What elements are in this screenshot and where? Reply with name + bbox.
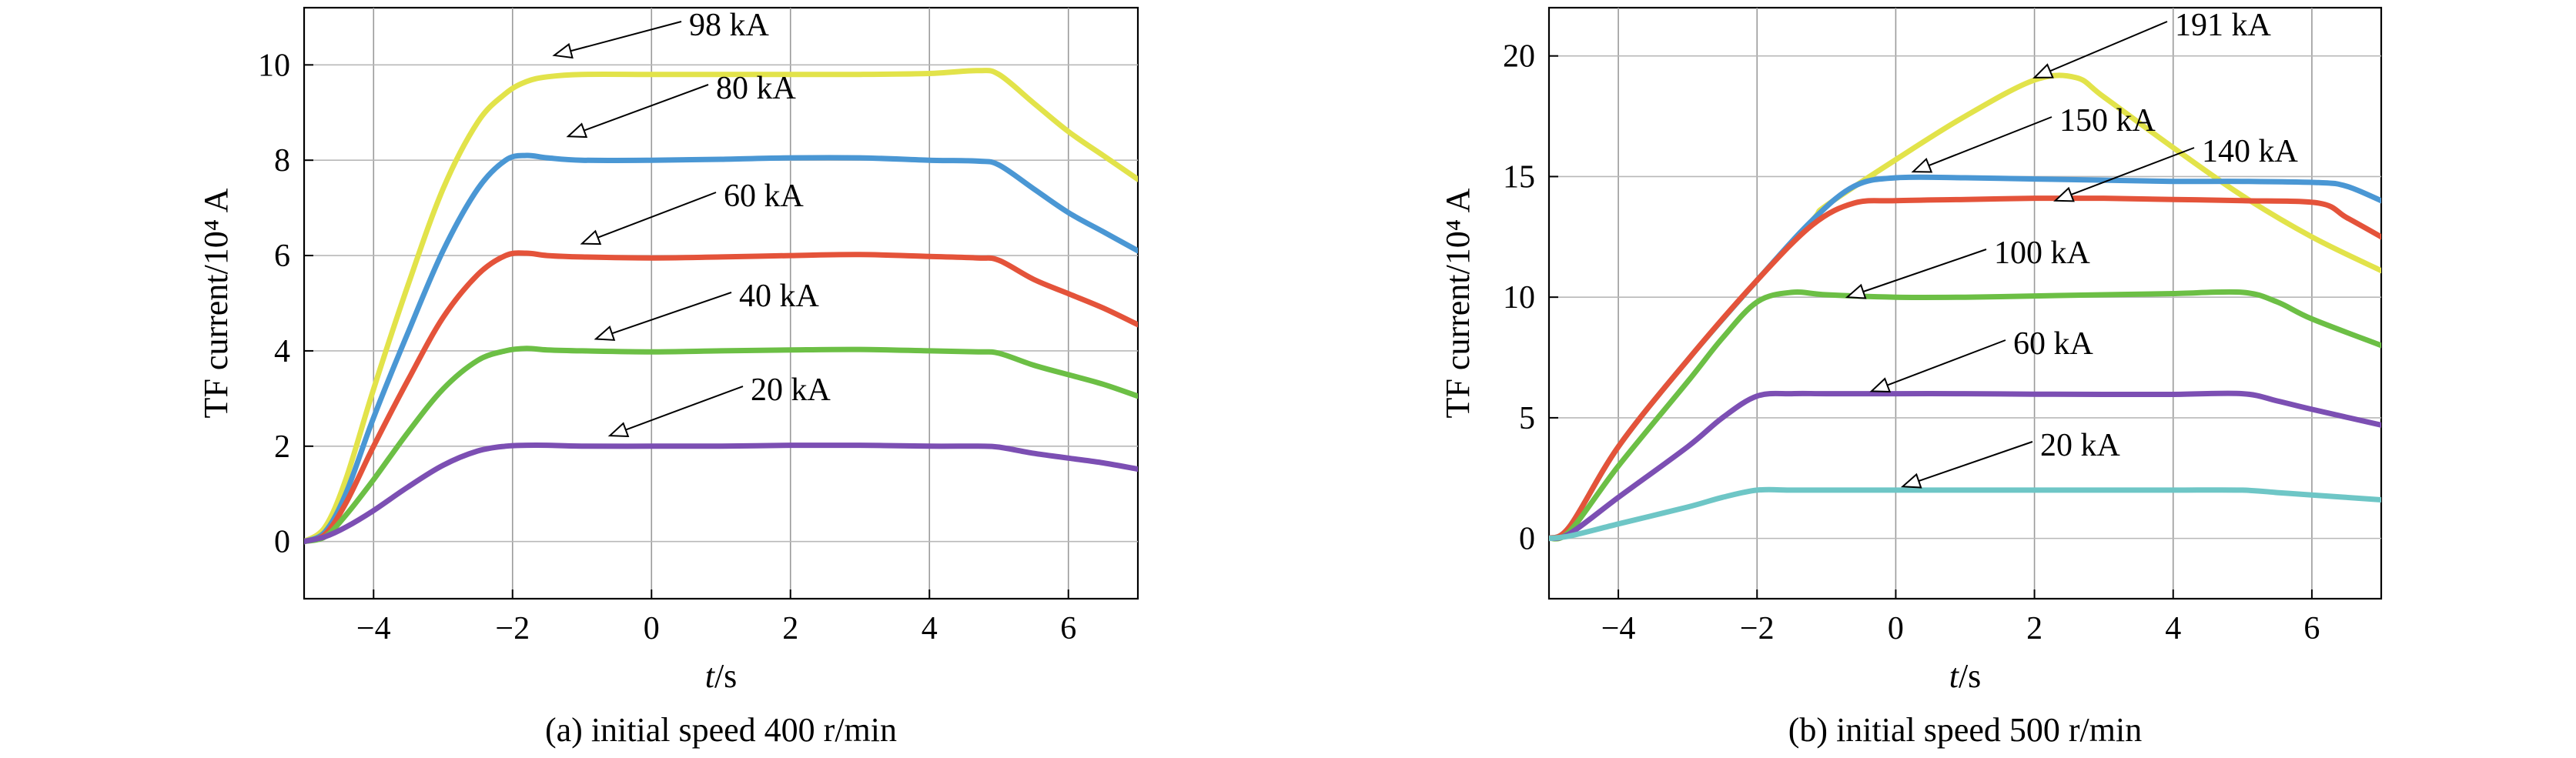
- annotation-arrowhead: [2053, 186, 2075, 202]
- panel-b: −4 −2 0 2 4 6 0 5 10 15 20 191 kA 150 kA 140 kA 100 kA…: [1439, 6, 2383, 749]
- annotation-arrowhead: [2032, 63, 2054, 78]
- annotation-arrow-line: [625, 386, 744, 431]
- annotation-label: 80 kA: [716, 71, 797, 106]
- annotation-arrow-line: [584, 84, 709, 132]
- x-tick-label: −2: [495, 611, 530, 646]
- annotation-arrowhead: [580, 229, 602, 245]
- annotation-label: 40 kA: [739, 279, 820, 314]
- x-axis-label-unit: /s: [714, 657, 737, 695]
- annotation-arrow-line: [1862, 249, 1987, 292]
- x-axis-label-variable: t: [705, 657, 716, 695]
- x-tick-label: 6: [1060, 611, 1076, 646]
- x-tick-label: 4: [922, 611, 938, 646]
- y-tick-label: 8: [274, 143, 290, 179]
- y-axis-label: TF current/10⁴ A: [1439, 188, 1477, 418]
- series-group: [1549, 72, 2381, 542]
- y-tick-label: 5: [1519, 401, 1535, 436]
- series-line: [304, 346, 1138, 545]
- x-tick-label: 2: [782, 611, 798, 646]
- series-line: [1549, 486, 2381, 542]
- y-tick-label: 2: [274, 429, 290, 465]
- series-line: [304, 68, 1138, 545]
- y-tick-label: 0: [1519, 522, 1535, 557]
- y-tick-label: 10: [258, 48, 290, 83]
- y-tick-label: 0: [274, 525, 290, 560]
- series-line: [1549, 289, 2381, 542]
- y-tick-label: 10: [1503, 280, 1535, 316]
- annotation-label: 60 kA: [2013, 326, 2094, 362]
- x-tick-label: 2: [2026, 611, 2042, 646]
- y-tick-label: 15: [1503, 159, 1535, 195]
- annotation-label: 140 kA: [2202, 134, 2299, 169]
- annotation-arrowhead: [566, 122, 588, 139]
- annotation-label: 20 kA: [2040, 428, 2121, 463]
- x-axis-label: t/s: [1949, 657, 1982, 695]
- y-axis-label: TF current/10⁴ A: [197, 188, 235, 418]
- annotation-label: 60 kA: [724, 179, 805, 214]
- annotation-arrow-line: [611, 292, 732, 335]
- plot-area: [303, 6, 1139, 600]
- series-line: [1549, 195, 2381, 542]
- x-axis-label-variable: t: [1949, 657, 1960, 695]
- series-line: [1549, 390, 2381, 542]
- plot-area: [1547, 6, 2383, 600]
- series-group: [304, 68, 1138, 545]
- annotation-label: 150 kA: [2059, 103, 2156, 139]
- annotation-arrowhead: [552, 42, 574, 59]
- x-tick-label: −4: [1601, 611, 1636, 646]
- annotation-arrow-line: [1918, 441, 2033, 482]
- annotation-arrowhead: [1869, 377, 1892, 393]
- annotation-arrowhead: [607, 422, 630, 438]
- x-tick-label: −4: [356, 611, 391, 646]
- annotation-arrow-line: [1929, 116, 2052, 167]
- annotation-label: 98 kA: [689, 8, 770, 43]
- annotation-label: 20 kA: [751, 372, 831, 408]
- annotation-arrow-line: [2049, 21, 2168, 72]
- x-tick-label: 0: [1888, 611, 1904, 646]
- x-axis-label-unit: /s: [1959, 657, 1981, 695]
- series-line: [304, 152, 1138, 545]
- x-tick-label: −2: [1740, 611, 1775, 646]
- annotation-arrowhead: [1900, 472, 1922, 489]
- annotation-arrowhead: [1845, 283, 1867, 299]
- y-tick-label: 20: [1503, 39, 1535, 75]
- x-tick-label: 4: [2165, 611, 2181, 646]
- annotation-arrow-line: [570, 21, 682, 52]
- annotation-arrow-line: [2070, 147, 2195, 195]
- annotation-arrowhead: [594, 326, 616, 341]
- x-tick-label: 0: [644, 611, 660, 646]
- y-tick-label: 4: [274, 334, 290, 369]
- annotation-arrow-line: [597, 192, 717, 239]
- x-axis-label: t/s: [705, 657, 738, 695]
- annotation-label: 191 kA: [2175, 8, 2272, 43]
- annotation-arrowhead: [1911, 157, 1933, 173]
- x-tick-label: 6: [2303, 611, 2320, 646]
- y-tick-label: 6: [274, 239, 290, 274]
- series-line: [304, 250, 1138, 545]
- series-line: [304, 442, 1138, 545]
- figure-caption: (a) initial speed 400 r/min: [545, 711, 897, 749]
- annotation-label: 100 kA: [1994, 235, 2091, 271]
- annotation-arrow-line: [1887, 339, 2006, 386]
- panel-a: −4 −2 0 2 4 6 0 2 4 6 8 10 98 kA 80 kA 60 kA 40 kA 20 kA…: [197, 6, 1139, 749]
- figure-caption: (b) initial speed 500 r/min: [1788, 711, 2142, 749]
